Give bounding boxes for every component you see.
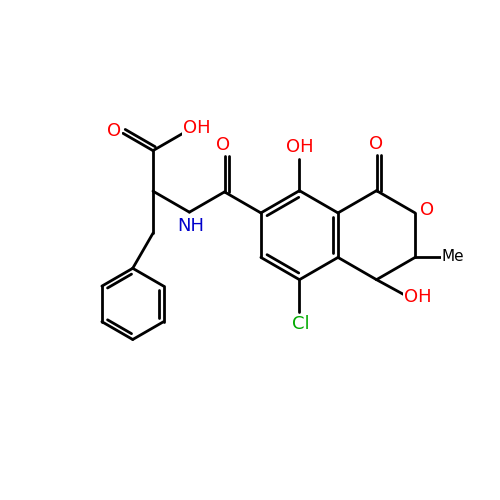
Text: Cl: Cl [292,315,309,333]
Text: OH: OH [183,120,210,138]
Text: O: O [370,135,384,153]
Text: Me: Me [442,249,464,264]
Text: NH: NH [177,217,204,235]
Text: O: O [420,202,434,220]
Text: OH: OH [404,288,431,306]
Text: O: O [216,136,230,154]
Text: O: O [107,122,121,140]
Text: OH: OH [286,138,314,156]
